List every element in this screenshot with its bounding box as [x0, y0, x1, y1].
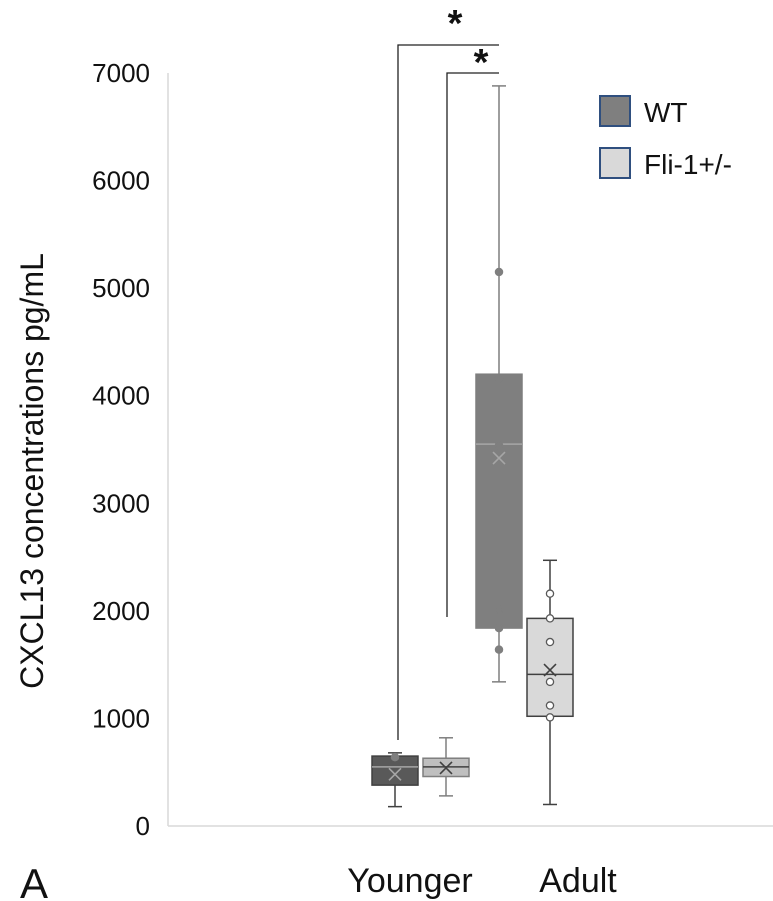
- data-point: [494, 605, 504, 615]
- significance-star: *: [474, 42, 489, 84]
- y-tick-label: 0: [136, 811, 150, 841]
- data-point: [545, 713, 555, 722]
- data-point: [494, 623, 504, 633]
- data-point: [494, 440, 504, 450]
- mean-marker: [439, 761, 453, 775]
- data-point: [494, 267, 504, 277]
- y-tick-label: 6000: [92, 166, 150, 196]
- box-adult-fli1: [526, 559, 574, 806]
- y-tick-label: 1000: [92, 703, 150, 733]
- legend-label: Fli-1+/-: [644, 149, 732, 180]
- box-plot-area: [371, 85, 574, 808]
- x-category-label: Adult: [539, 862, 617, 900]
- data-point: [545, 677, 555, 687]
- box-younger-wt: [371, 752, 419, 808]
- significance-bracket: [397, 44, 499, 740]
- data-point: [545, 589, 555, 598]
- significance-bracket: [446, 72, 499, 617]
- mean-marker: [543, 663, 557, 677]
- x-axis: Younger Adult: [168, 825, 773, 900]
- data-point: [545, 637, 555, 647]
- y-tick-label: 2000: [92, 596, 150, 626]
- mean-marker: [492, 451, 506, 465]
- legend-swatch: [599, 147, 631, 179]
- data-point: [545, 701, 555, 710]
- y-axis-label: CXCL13 concentrations pg/mL: [14, 253, 50, 689]
- data-point: [390, 752, 400, 762]
- box-iqr: [526, 617, 574, 718]
- panel-label: A: [20, 860, 48, 901]
- legend-label: WT: [644, 97, 688, 128]
- y-tick-label: 3000: [92, 488, 150, 518]
- legend-swatch: [599, 95, 631, 127]
- x-category-label: Younger: [347, 862, 472, 900]
- y-tick-label: 5000: [92, 273, 150, 303]
- mean-marker: [388, 767, 402, 781]
- y-tick-label: 7000: [92, 58, 150, 88]
- legend: WT Fli-1+/-: [599, 95, 732, 180]
- box-younger-fli1: [422, 737, 470, 797]
- data-point: [545, 614, 555, 623]
- box-adult-wt: [475, 85, 523, 683]
- data-point: [494, 374, 504, 383]
- data-point: [494, 645, 504, 654]
- y-axis: 0 1000 2000 3000 4000 5000 6000 7000: [92, 58, 169, 841]
- significance-star: *: [448, 3, 463, 45]
- significance-brackets: **: [397, 3, 499, 740]
- box-iqr: [475, 373, 523, 629]
- y-tick-label: 4000: [92, 381, 150, 411]
